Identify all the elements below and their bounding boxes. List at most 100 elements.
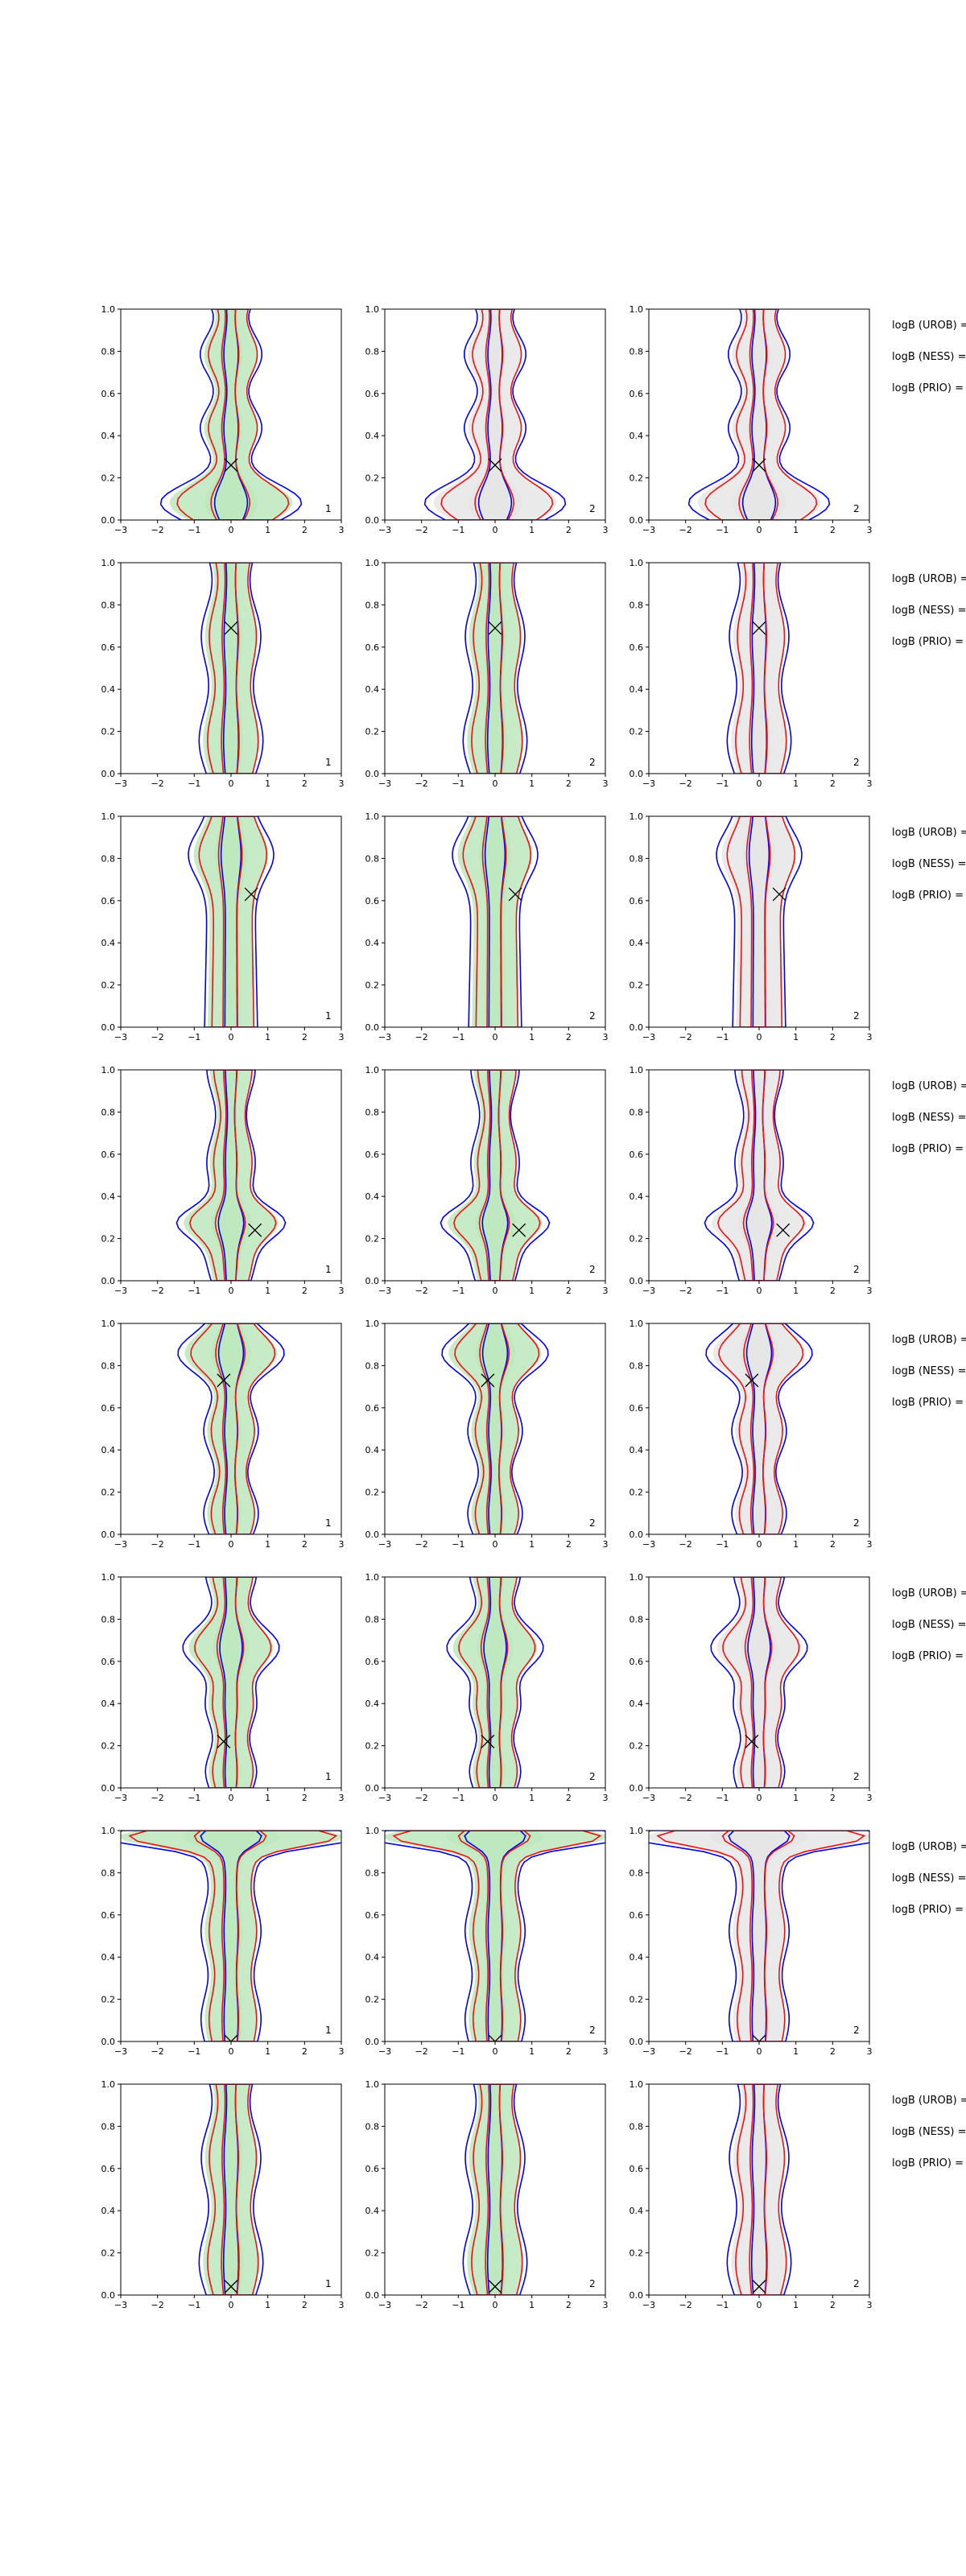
logb-label: logB (UROB) = — [892, 320, 966, 332]
contour-blue-outer — [385, 1831, 605, 2041]
panel-annotation: 1 — [325, 503, 332, 514]
y-tick-label: 0.8 — [101, 346, 116, 357]
y-tick-label: 0.2 — [365, 2248, 380, 2259]
contour-red-inner — [215, 1323, 246, 1534]
y-tick-label: 0.4 — [101, 2206, 116, 2216]
x-tick-label: −3 — [642, 1539, 655, 1550]
x-tick-label: 1 — [793, 1793, 799, 1803]
y-tick-label: 0.8 — [630, 346, 644, 357]
x-tick-label: −3 — [114, 1286, 127, 1296]
y-tick-label: 0.8 — [101, 600, 116, 610]
contour-red-outer — [454, 1323, 540, 1534]
contour-red-inner — [480, 1577, 509, 1788]
panel-annotation: 2 — [853, 757, 860, 768]
true-value-marker — [481, 1734, 495, 1748]
x-tick-label: −1 — [716, 525, 729, 535]
panel-r8-c2: −3 −2 −1 0 1 2 3 0.0 0.2 0.4 0.6 0.8 1.0 2 — [365, 2079, 609, 2310]
x-tick-label: 3 — [603, 525, 609, 535]
y-tick-label: 0.0 — [101, 515, 116, 526]
x-tick-label: −3 — [114, 2300, 127, 2310]
panel-annotation: 2 — [853, 1517, 860, 1529]
panel-annotation: 1 — [325, 1010, 332, 1022]
y-tick-label: 0.6 — [365, 896, 380, 906]
x-tick-label: −2 — [151, 525, 164, 535]
true-value-marker — [745, 1734, 759, 1748]
logb-label: logB (NESS) = — [892, 605, 966, 617]
y-tick-label: 0.0 — [365, 1783, 380, 1794]
x-tick-label: 0 — [757, 1286, 762, 1296]
plot-area — [716, 816, 803, 1027]
contour-red-inner — [738, 309, 778, 520]
y-tick-label: 0.2 — [630, 2248, 644, 2259]
panel-annotation: 2 — [589, 2278, 596, 2289]
panel-annotation: 2 — [589, 1264, 596, 1275]
x-tick-label: −3 — [642, 1032, 655, 1042]
x-tick-label: 2 — [302, 1793, 308, 1803]
x-tick-label: −1 — [188, 1539, 200, 1550]
true-value-marker — [217, 1373, 231, 1388]
panel-annotation: 2 — [853, 1010, 860, 1022]
x-tick-label: 0 — [229, 2300, 234, 2310]
panel-r3-c1: −3 −2 −1 0 1 2 3 0.0 0.2 0.4 0.6 0.8 1.0 1 — [101, 811, 345, 1042]
y-tick-label: 0.8 — [630, 853, 644, 864]
y-tick-label: 0.6 — [101, 642, 116, 653]
contour-blue-outer — [159, 309, 303, 520]
contour-blue-outer — [198, 563, 264, 774]
x-tick-label: 1 — [265, 1539, 270, 1550]
x-tick-label: −3 — [642, 1286, 655, 1296]
x-tick-label: 2 — [302, 1286, 308, 1296]
panel-r2-c1: −3 −2 −1 0 1 2 3 0.0 0.2 0.4 0.6 0.8 1.0 1 — [101, 558, 345, 789]
x-tick-label: −2 — [151, 778, 164, 789]
x-tick-label: 1 — [793, 525, 799, 535]
x-tick-label: −1 — [716, 2046, 729, 2057]
contour-red-outer — [726, 816, 796, 1027]
contour-red-inner — [221, 563, 240, 774]
y-tick-label: 0.0 — [365, 515, 380, 526]
y-tick-label: 1.0 — [365, 1065, 380, 1075]
y-tick-label: 0.6 — [365, 1910, 380, 1921]
true-value-marker — [488, 2034, 502, 2041]
x-tick-label: 2 — [302, 2046, 308, 2057]
x-tick-label: 0 — [229, 1032, 234, 1042]
x-tick-label: −1 — [188, 2300, 200, 2310]
density-fill-inner — [204, 309, 258, 520]
y-tick-label: 0.4 — [630, 431, 644, 441]
contour-blue-inner — [481, 1070, 509, 1281]
plot-area — [385, 1831, 605, 2041]
y-tick-label: 0.2 — [101, 727, 116, 737]
logb-label: logB (PRIO) = — [892, 890, 964, 902]
y-tick-label: 0.0 — [365, 769, 380, 779]
logb-label: logB (UROB) = — [892, 573, 966, 585]
y-tick-label: 0.2 — [365, 980, 380, 991]
contour-red-inner — [743, 1323, 774, 1534]
y-tick-label: 0.2 — [101, 2248, 116, 2259]
y-tick-label: 0.6 — [630, 389, 644, 399]
y-tick-label: 1.0 — [365, 1319, 380, 1329]
contour-blue-outer — [716, 816, 803, 1027]
density-fill-inner — [446, 1831, 544, 2041]
y-tick-label: 0.8 — [630, 1360, 644, 1371]
logb-label: logB (NESS) = — [892, 858, 966, 870]
y-tick-label: 0.8 — [101, 2121, 116, 2132]
x-tick-label: −2 — [151, 2046, 164, 2057]
x-tick-label: 3 — [339, 2300, 345, 2310]
x-tick-label: 2 — [302, 1032, 308, 1042]
contour-blue-outer — [710, 1577, 808, 1788]
panel-r1-c3: −3 −2 −1 0 1 2 3 0.0 0.2 0.4 0.6 0.8 1.0 2 — [630, 304, 873, 535]
x-tick-label: −3 — [378, 2300, 391, 2310]
y-tick-label: 0.6 — [101, 1910, 116, 1921]
y-tick-label: 0.0 — [630, 1276, 644, 1286]
contour-red-outer — [190, 1323, 276, 1534]
y-tick-label: 0.8 — [101, 1360, 116, 1371]
density-fill-inner — [210, 1070, 252, 1281]
x-tick-label: −3 — [378, 2046, 391, 2057]
x-tick-label: 0 — [493, 2046, 498, 2057]
y-tick-label: 1.0 — [630, 1572, 644, 1583]
panel-annotation: 2 — [589, 1517, 596, 1529]
x-tick-label: −1 — [452, 2046, 464, 2057]
x-tick-label: 0 — [229, 2046, 234, 2057]
x-tick-label: 1 — [265, 2300, 270, 2310]
logb-label: logB (UROB) = — [892, 827, 966, 839]
x-tick-label: 2 — [566, 1539, 572, 1550]
contour-red-outer — [718, 1323, 804, 1534]
